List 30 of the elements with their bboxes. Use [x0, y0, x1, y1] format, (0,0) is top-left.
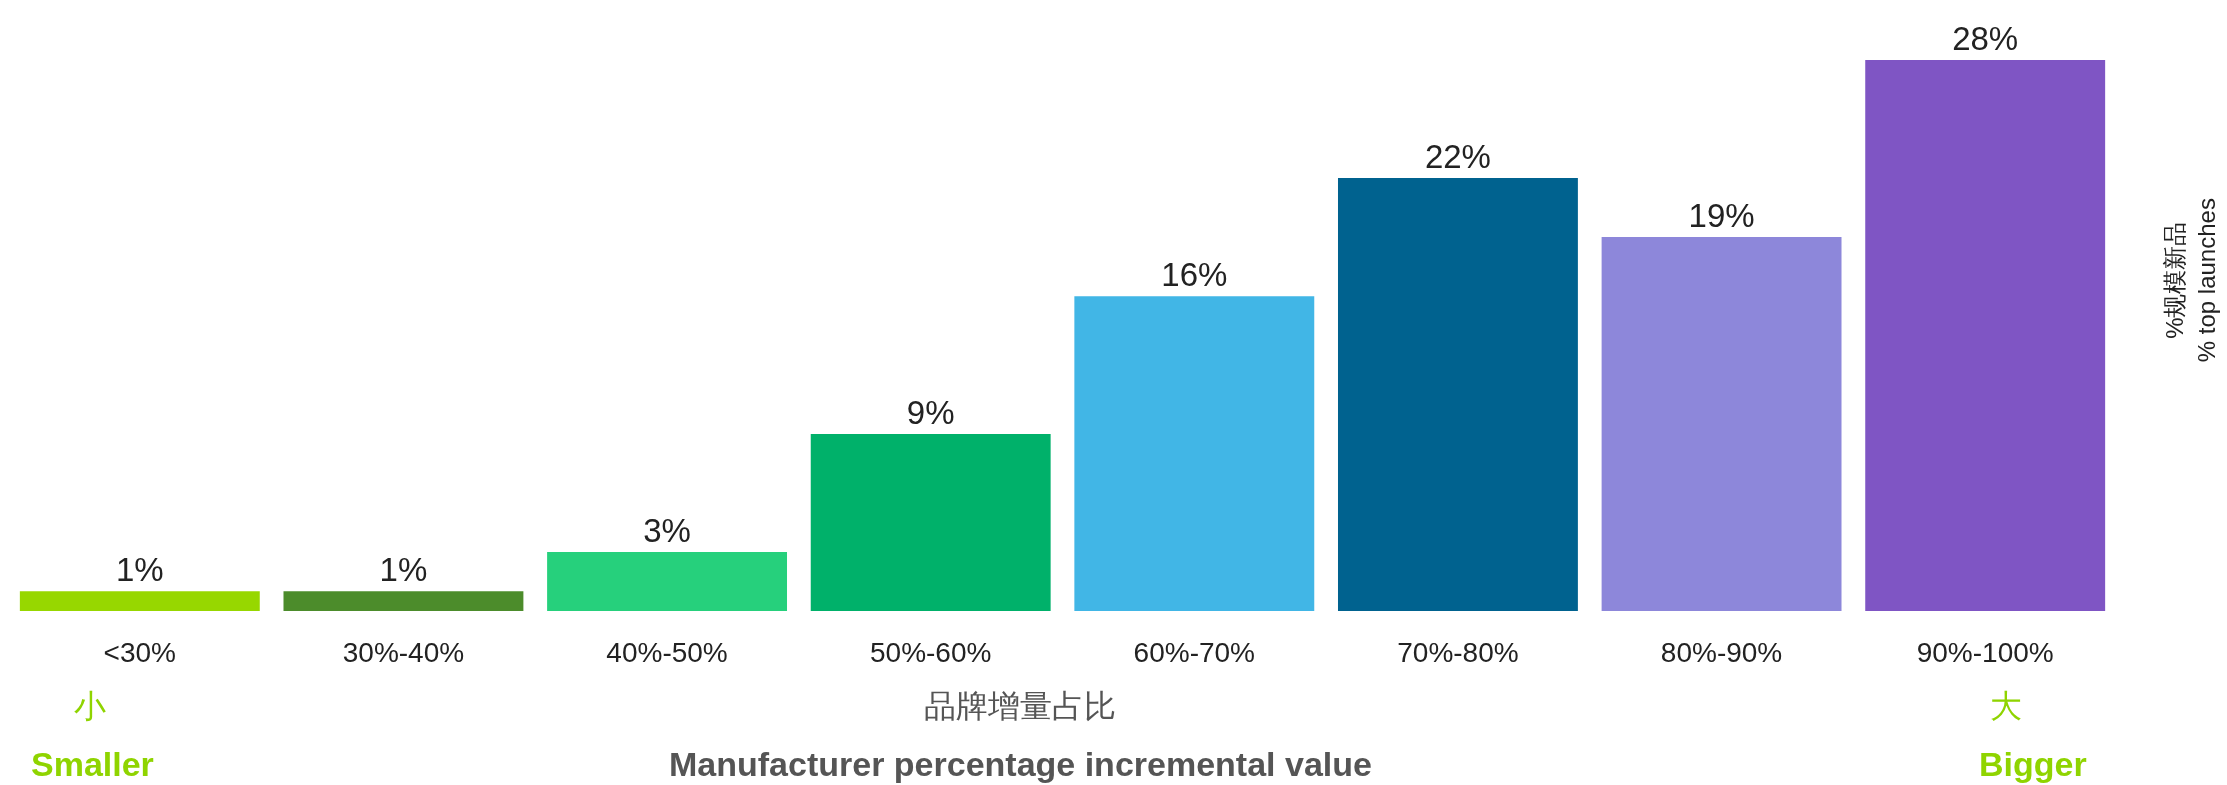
x-axis-title: 品牌增量占比 Manufacturer percentage incremental value [669, 688, 1372, 783]
x-tick-label: 30%-40% [342, 637, 465, 668]
x-tick-label: 70%-80% [1397, 637, 1519, 668]
text: 大 [1990, 688, 2022, 724]
x-tick-label: 40%-50% [606, 637, 728, 668]
x-tick-label: 80%-90% [1660, 637, 1783, 668]
data-label: 22% [1424, 138, 1491, 176]
data-label: 1% [379, 551, 428, 589]
text: 小 [74, 688, 106, 724]
data-label: 1% [115, 551, 164, 589]
bar [283, 591, 524, 611]
bar [1337, 178, 1578, 611]
x-tick-label: 50%-60% [869, 637, 992, 668]
bar [1601, 237, 1842, 611]
bar [1074, 296, 1315, 611]
text: Smaller [31, 745, 154, 783]
data-label: 16% [1161, 256, 1228, 294]
text: Bigger [1979, 745, 2087, 783]
data-label: 9% [906, 393, 955, 431]
bar [810, 433, 1051, 611]
x-tick-label: <30% [103, 637, 177, 668]
x-tick-label: 90%-100% [1916, 637, 2054, 668]
bar [547, 551, 788, 611]
bar [1865, 60, 2106, 611]
data-label: 19% [1688, 197, 1755, 235]
bar [19, 591, 260, 611]
data-label: 3% [643, 511, 691, 549]
y-axis-title: %规模新品 % top launches [2161, 198, 2220, 363]
data-label: 28% [1952, 20, 2019, 57]
x-tick-label: 60%-70% [1133, 637, 1256, 668]
